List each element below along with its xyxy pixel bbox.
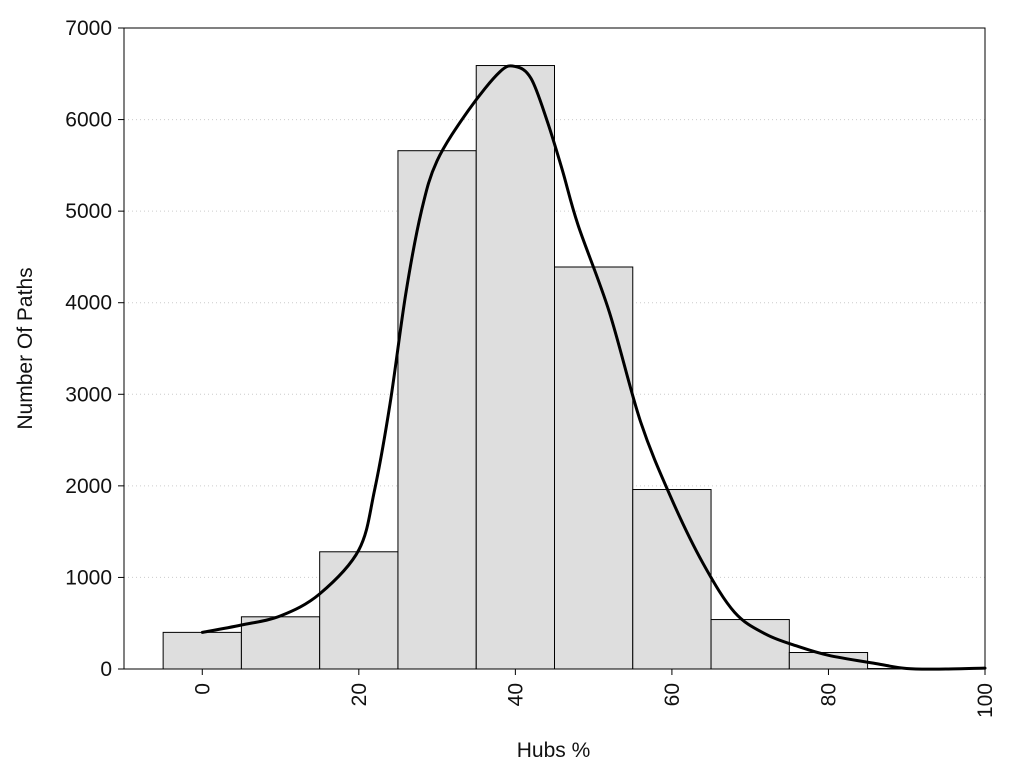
histogram-bar: [397, 150, 477, 670]
histogram-bar: [475, 65, 555, 670]
y-tick-label: 6000: [65, 109, 112, 132]
x-tick-label: 80: [817, 683, 840, 706]
y-tick-label: 7000: [65, 17, 112, 40]
histogram-bar: [632, 489, 712, 670]
y-tick-label: 4000: [65, 292, 112, 315]
histogram-bar: [162, 631, 242, 670]
histogram-bar: [710, 619, 790, 670]
y-tick-label: 0: [100, 658, 112, 681]
x-tick-label: 20: [348, 683, 371, 706]
density-curve-layer: [200, 64, 987, 671]
y-tick-label: 2000: [65, 475, 112, 498]
y-tick-label: 5000: [65, 200, 112, 223]
histogram-bars: [162, 65, 947, 670]
histogram-bar: [554, 266, 634, 670]
y-tick-label: 3000: [65, 383, 112, 406]
x-tick-label: 100: [974, 683, 997, 718]
histogram-bar: [319, 551, 399, 670]
y-axis-ticks: 0 1000 2000 3000 4000 5000 6000 7000: [65, 17, 124, 681]
x-tick-label: 60: [661, 683, 684, 706]
histogram-bar: [240, 616, 321, 670]
x-tick-label: 40: [504, 683, 527, 706]
x-axis-title: Hubs %: [517, 739, 591, 762]
x-axis-ticks: 0 20 40 60 80 100: [191, 669, 997, 718]
y-axis-title: Number Of Paths: [14, 267, 37, 429]
plot-frame: [123, 27, 986, 670]
x-tick-label: 0: [191, 683, 214, 695]
y-tick-label: 1000: [65, 566, 112, 589]
density-curve: [200, 64, 987, 671]
